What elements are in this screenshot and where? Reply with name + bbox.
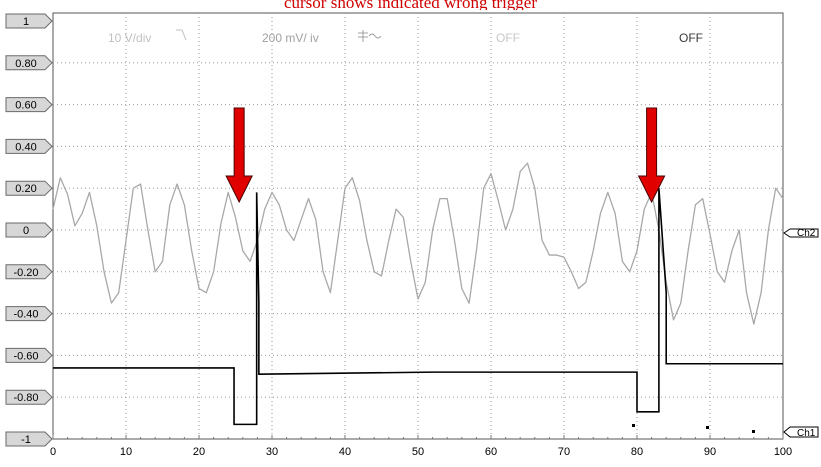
- y-tick-text: 0.40: [15, 141, 36, 153]
- timebase-label: 10 V/div: [108, 31, 151, 45]
- scope-header: 10 V/div 200 mV/ iv OFF OFF: [108, 29, 703, 45]
- y-tick-label: 1: [5, 13, 53, 29]
- x-tick-label: 50: [412, 446, 424, 458]
- y-tick-box: [5, 97, 53, 113]
- ch1-marker-label: Ch1: [797, 428, 816, 439]
- y-tick-label: 0.60: [5, 97, 53, 113]
- y-tick-box: [5, 389, 53, 405]
- y-tick-text: -0.20: [13, 267, 38, 279]
- grid: [52, 13, 784, 439]
- y-tick-box: [5, 347, 53, 363]
- x-tick-label: 70: [558, 446, 570, 458]
- y-tick-label: -0.80: [5, 389, 53, 405]
- down-arrow-icon: [225, 107, 253, 204]
- y-tick-label: 0.80: [5, 55, 53, 71]
- trigger-arrows: [225, 107, 666, 204]
- y-tick-text: -1: [21, 434, 31, 446]
- y-tick-text: -0.80: [13, 392, 38, 404]
- ch1-marker: Ch1: [783, 426, 819, 439]
- y-tick-box: [5, 264, 53, 280]
- ch2-marker: Ch2: [783, 228, 819, 239]
- caption: cursor shows indicated wrong trigger: [283, 0, 538, 10]
- x-axis: 0 10 20 30 40 50 60 70 80 90 100: [50, 446, 792, 458]
- down-arrow-icon: [637, 107, 666, 204]
- y-tick-label: -1: [5, 431, 53, 447]
- sine-trace: [52, 162, 784, 325]
- y-tick-text: 0.20: [15, 183, 36, 195]
- ch2-marker-label: Ch2: [797, 228, 816, 239]
- square-trace: [53, 188, 783, 426]
- y-tick-box: [5, 13, 53, 29]
- y-tick-text: 1: [23, 16, 29, 28]
- y-tick-label: -0.60: [5, 347, 53, 363]
- x-tick-label: 40: [339, 446, 351, 458]
- x-tick-label: 100: [774, 446, 792, 458]
- y-tick-text: 0.80: [15, 58, 36, 70]
- y-tick-label: -0.20: [5, 264, 53, 280]
- ground-dots: [632, 424, 755, 433]
- y-tick-text: -0.60: [13, 350, 38, 362]
- y-tick-box: [5, 306, 53, 322]
- x-tick-label: 10: [120, 446, 132, 458]
- x-tick-label: 60: [485, 446, 497, 458]
- y-tick-box: [5, 55, 53, 71]
- ch1-scale-label: 200 mV/ iv: [262, 31, 319, 45]
- y-tick-text: 0.60: [15, 100, 36, 112]
- x-tick-label: 90: [704, 446, 716, 458]
- ch2-state-label: OFF: [679, 31, 703, 45]
- y-tick-text: -0.40: [13, 309, 38, 321]
- x-tick-label: 30: [266, 446, 278, 458]
- y-tick-box: [5, 180, 53, 196]
- y-axis: 1 0.80 0.60 0.40 0.20 0 -0.20 -0.40 -0.60 -0.80 -1: [5, 13, 53, 447]
- ch1-marker-box: [783, 426, 819, 438]
- y-tick-label: 0.20: [5, 180, 53, 196]
- coupling-icon: [358, 30, 382, 42]
- y-tick-label: -0.40: [5, 306, 53, 322]
- y-tick-text: 0: [23, 225, 29, 237]
- x-tick-label: 20: [193, 446, 205, 458]
- ch2-marker-box: [783, 228, 819, 238]
- ch1-state-label: OFF: [496, 31, 520, 45]
- slope-icon: [176, 29, 187, 41]
- y-tick-box: [5, 222, 53, 238]
- y-tick-box: [5, 138, 53, 154]
- y-tick-label: 0: [5, 222, 53, 238]
- y-tick-box: [5, 431, 53, 447]
- x-tick-label: 80: [631, 446, 643, 458]
- y-tick-label: 0.40: [5, 138, 53, 154]
- x-tick-label: 0: [50, 446, 56, 458]
